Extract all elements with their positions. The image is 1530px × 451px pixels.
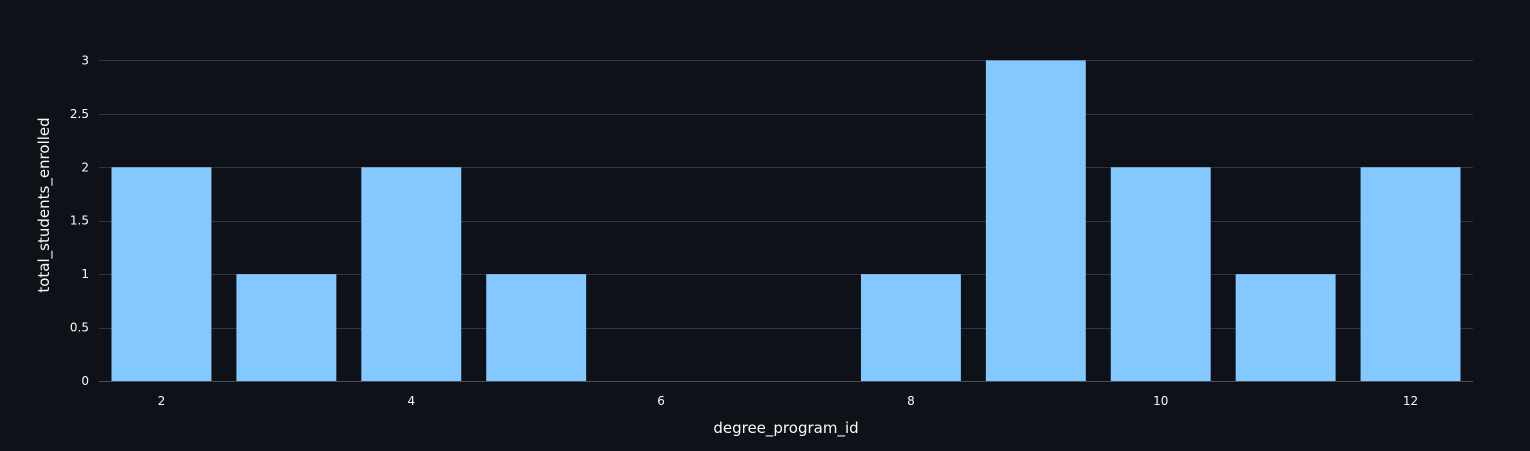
x-tick-label: 8 <box>907 394 915 408</box>
y-tick-label: 0 <box>81 374 89 388</box>
bar[interactable] <box>486 274 587 381</box>
bar[interactable] <box>236 274 337 381</box>
y-tick-label: 2.5 <box>70 107 89 121</box>
x-tick-label: 4 <box>407 394 415 408</box>
bars <box>111 60 1461 381</box>
bar[interactable] <box>1110 167 1211 381</box>
x-tick-label: 10 <box>1153 394 1168 408</box>
y-tick-label: 3 <box>81 53 89 67</box>
x-tick-label: 2 <box>158 394 166 408</box>
y-tick-label: 1.5 <box>70 214 89 228</box>
bar[interactable] <box>1360 167 1461 381</box>
y-axis-label: total_students_enrolled <box>35 117 54 292</box>
bar[interactable] <box>1235 274 1336 381</box>
y-tick-label: 2 <box>81 160 89 174</box>
x-tick-label: 6 <box>657 394 665 408</box>
y-tick-label: 0.5 <box>70 321 89 335</box>
bar[interactable] <box>111 167 212 381</box>
axes: 0 0.5 1 1.5 2 2.5 3 2 4 6 8 10 12 <box>70 53 1473 408</box>
bar[interactable] <box>860 274 961 381</box>
bar[interactable] <box>361 167 462 381</box>
y-tick-label: 1 <box>81 267 89 281</box>
x-axis-label: degree_program_id <box>713 419 858 438</box>
x-tick-label: 12 <box>1403 394 1418 408</box>
bar[interactable] <box>985 60 1086 381</box>
